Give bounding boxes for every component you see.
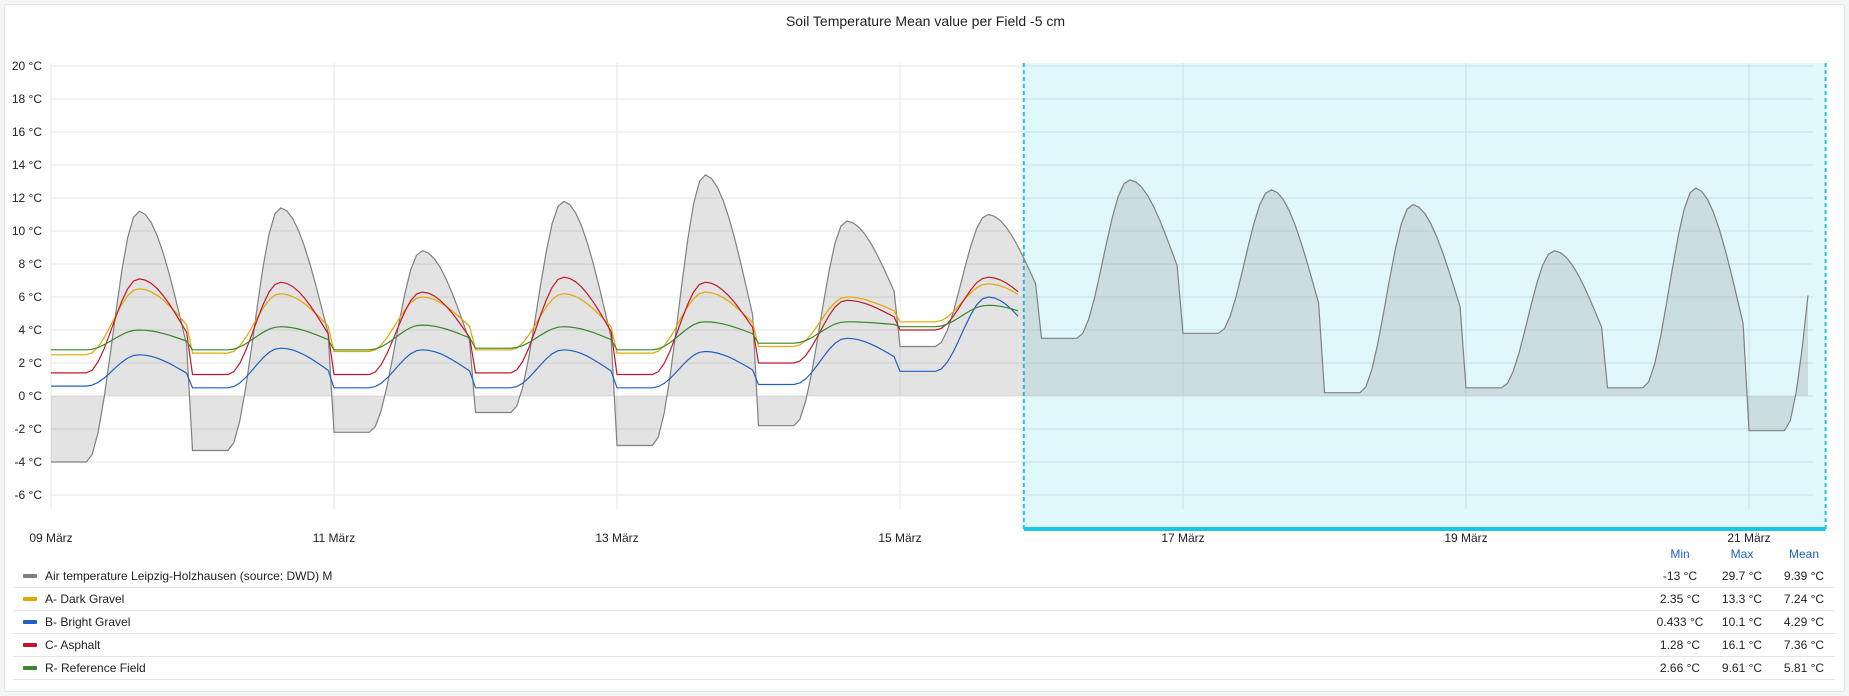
legend-row-dark-gravel[interactable]: A- Dark Gravel 2.35 °C 13.3 °C 7.24 °C (13, 588, 1835, 611)
legend-min-value: -13 °C (1662, 569, 1698, 583)
series-area-air-temperature (51, 174, 1808, 462)
legend-min-value: 0.433 °C (1656, 615, 1704, 629)
chart-panel: Soil Temperature Mean value per Field -5… (4, 4, 1845, 692)
legend-mean-value: 9.39 °C (1783, 569, 1825, 583)
legend-series-name[interactable]: R- Reference Field (45, 661, 146, 675)
legend-max-value: 13.3 °C (1721, 592, 1763, 606)
legend-mean-value: 7.24 °C (1783, 592, 1825, 606)
legend-series-name[interactable]: C- Asphalt (45, 638, 101, 652)
y-tick-label: 10 °C (12, 224, 42, 238)
selection-fill (1023, 63, 1826, 529)
series-color-swatch[interactable] (23, 574, 37, 578)
series-line-a-dark-gravel[interactable] (51, 283, 1019, 356)
legend-min-value: 2.66 °C (1659, 661, 1701, 675)
selection-bar[interactable] (1023, 527, 1826, 531)
series-line-r-reference-field[interactable] (51, 304, 1019, 351)
legend-mean-value: 4.29 °C (1783, 615, 1825, 629)
selection-region (1022, 63, 1827, 531)
x-tick-label: 13 März (595, 531, 638, 545)
y-tick-label: 16 °C (12, 125, 42, 139)
series-color-swatch[interactable] (23, 597, 37, 601)
series-color-swatch[interactable] (23, 643, 37, 647)
legend-row-asphalt[interactable]: C- Asphalt 1.28 °C 16.1 °C 7.36 °C (13, 634, 1835, 657)
legend-header: Min Max Mean (1649, 547, 1835, 561)
time-series-chart[interactable]: 20 °C 18 °C 16 °C 14 °C 12 °C 10 °C 8 °C 6 °C 4 … (5, 5, 1846, 545)
y-tick-label: 6 °C (19, 290, 43, 304)
y-tick-label: 18 °C (12, 92, 42, 106)
y-tick-label: -4 °C (15, 455, 43, 469)
legend-min-value: 2.35 °C (1659, 592, 1701, 606)
legend-max-value: 10.1 °C (1721, 615, 1763, 629)
series-line-c-asphalt[interactable] (51, 276, 1019, 376)
x-tick-label: 21 März (1727, 531, 1770, 545)
legend-mean-value: 5.81 °C (1783, 661, 1825, 675)
y-axis: 20 °C 18 °C 16 °C 14 °C 12 °C 10 °C 8 °C 6 °C 4 … (12, 59, 42, 502)
series-color-swatch[interactable] (23, 620, 37, 624)
panel-title: Soil Temperature Mean value per Field -5… (785, 13, 1066, 29)
x-tick-label: 17 März (1161, 531, 1204, 545)
legend-max-value: 29.7 °C (1721, 569, 1763, 583)
y-tick-label: 0 °C (19, 389, 43, 403)
series-layer (51, 174, 1809, 463)
x-tick-label: 15 März (878, 531, 921, 545)
y-tick-label: -6 °C (15, 488, 43, 502)
legend-mean-value: 7.36 °C (1783, 638, 1825, 652)
legend-row-bright-gravel[interactable]: B- Bright Gravel 0.433 °C 10.1 °C 4.29 °… (13, 611, 1835, 634)
series-line-air-temperature[interactable] (51, 174, 1809, 463)
legend-max-value: 9.61 °C (1721, 661, 1763, 675)
legend-max-value: 16.1 °C (1721, 638, 1763, 652)
legend-header-min[interactable]: Min (1670, 547, 1690, 561)
legend-series-name[interactable]: Air temperature Leipzig-Holzhausen (sour… (45, 569, 333, 583)
y-tick-label: -2 °C (15, 422, 43, 436)
y-tick-label: 8 °C (19, 257, 43, 271)
x-tick-label: 11 März (313, 531, 355, 545)
x-tick-label: 19 März (1444, 531, 1487, 545)
y-tick-label: 12 °C (12, 191, 42, 205)
legend-series-name[interactable]: B- Bright Gravel (45, 615, 131, 629)
legend-header-max[interactable]: Max (1730, 547, 1754, 561)
y-tick-label: 2 °C (19, 356, 43, 370)
y-tick-label: 20 °C (12, 59, 42, 73)
y-tick-label: 4 °C (19, 323, 43, 337)
legend-series-name[interactable]: A- Dark Gravel (45, 592, 125, 606)
legend-min-value: 1.28 °C (1659, 638, 1701, 652)
series-color-swatch[interactable] (23, 666, 37, 670)
x-tick-label: 09 März (29, 531, 72, 545)
legend-header-mean[interactable]: Mean (1788, 547, 1820, 561)
series-line-b-bright-gravel[interactable] (51, 296, 1019, 389)
x-axis: 09 März 11 März 13 März 15 März 17 März 19 Mä… (29, 531, 1770, 545)
legend-row-air-temperature[interactable]: Air temperature Leipzig-Holzhausen (sour… (13, 565, 1835, 588)
legend-row-reference-field[interactable]: R- Reference Field 2.66 °C 9.61 °C 5.81 … (13, 657, 1835, 680)
y-tick-label: 14 °C (12, 158, 42, 172)
